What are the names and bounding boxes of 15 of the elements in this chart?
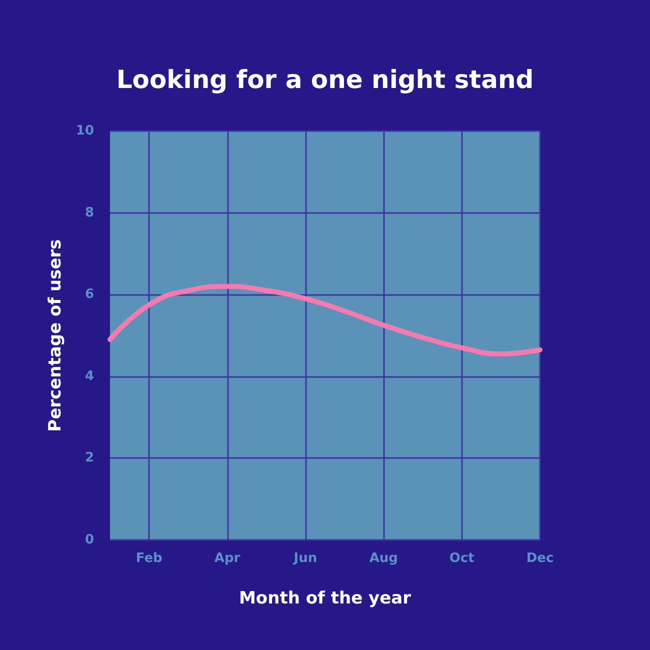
y-tick-label: 0 — [84, 532, 94, 548]
y-tick-label: 4 — [84, 368, 94, 384]
x-tick-label: Apr — [214, 551, 241, 566]
x-axis-title: Month of the year — [239, 588, 412, 608]
y-tick-label: 2 — [84, 450, 94, 466]
x-tick-label: Dec — [526, 551, 554, 566]
y-tick-label: 8 — [84, 205, 94, 220]
x-tick-label: Jun — [292, 551, 318, 566]
y-tick-label: 6 — [84, 287, 94, 302]
y-tick-label: 10 — [76, 124, 94, 138]
x-tick-label: Feb — [136, 551, 162, 566]
y-axis-title: Percentage of users — [46, 239, 66, 432]
x-tick-label: Aug — [369, 551, 398, 566]
chart-title: Looking for a one night stand — [116, 65, 534, 94]
x-tick-label: Oct — [449, 551, 474, 566]
